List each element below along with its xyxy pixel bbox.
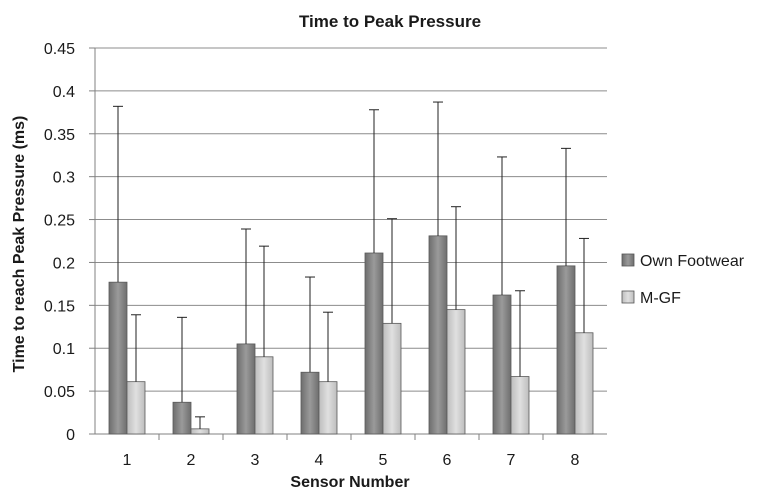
bar-m-gf-sensor-3 — [254, 356, 274, 435]
legend-swatch-own-footwear — [621, 253, 635, 267]
bar-own-footwear-sensor-3 — [236, 343, 256, 435]
bar-own-footwear-sensor-6 — [428, 235, 448, 435]
legend: Own Footwear M-GF — [621, 253, 745, 307]
bar-m-gf-sensor-2 — [190, 428, 210, 435]
x-tick-label: 4 — [315, 452, 324, 469]
y-axis-ticks: 0 0.05 0.1 0.15 0.2 0.25 0.3 0.35 0.4 0.45 — [44, 41, 95, 444]
x-tick-label: 8 — [571, 452, 580, 469]
y-tick-label: 0 — [66, 427, 75, 444]
bar-m-gf-sensor-1 — [126, 381, 146, 435]
legend-label-own-footwear: Own Footwear — [640, 253, 745, 270]
bar-m-gf-sensor-8 — [574, 332, 594, 435]
bar-own-footwear-sensor-8 — [556, 265, 576, 435]
x-axis-title: Sensor Number — [290, 474, 409, 491]
y-tick-label: 0.2 — [53, 255, 75, 272]
x-axis-ticks: 1 2 3 4 5 6 7 8 — [123, 434, 580, 469]
x-tick-label: 7 — [507, 452, 516, 469]
bar-own-footwear-sensor-7 — [492, 294, 512, 435]
bar-own-footwear-sensor-5 — [364, 252, 384, 435]
bar-m-gf-sensor-7 — [510, 376, 530, 435]
x-tick-label: 6 — [443, 452, 452, 469]
x-tick-label: 2 — [187, 452, 196, 469]
x-tick-label: 5 — [379, 452, 388, 469]
x-tick-label: 1 — [123, 452, 132, 469]
y-tick-label: 0.25 — [44, 213, 75, 230]
y-tick-label: 0.4 — [53, 84, 75, 101]
x-tick-label: 3 — [251, 452, 260, 469]
y-tick-label: 0.35 — [44, 127, 75, 144]
chart-title: Time to Peak Pressure — [299, 12, 481, 31]
error-bars — [113, 101, 589, 429]
y-tick-label: 0.15 — [44, 298, 75, 315]
bar-own-footwear-sensor-4 — [300, 371, 320, 435]
bar-m-gf-sensor-5 — [382, 322, 402, 435]
bar-m-gf-sensor-6 — [446, 309, 466, 435]
gridlines — [95, 47, 607, 392]
y-axis-title: Time to reach Peak Pressure (ms) — [11, 116, 28, 373]
bar-own-footwear-sensor-2 — [172, 401, 192, 435]
y-tick-label: 0.1 — [53, 341, 75, 358]
legend-swatch-m-gf — [621, 290, 635, 304]
y-tick-label: 0.05 — [44, 384, 75, 401]
y-tick-label: 0.3 — [53, 170, 75, 187]
bar-own-footwear-sensor-1 — [108, 281, 128, 435]
bars — [108, 235, 594, 435]
bar-m-gf-sensor-4 — [318, 381, 338, 435]
y-tick-label: 0.45 — [44, 41, 75, 58]
legend-label-m-gf: M-GF — [640, 290, 681, 307]
